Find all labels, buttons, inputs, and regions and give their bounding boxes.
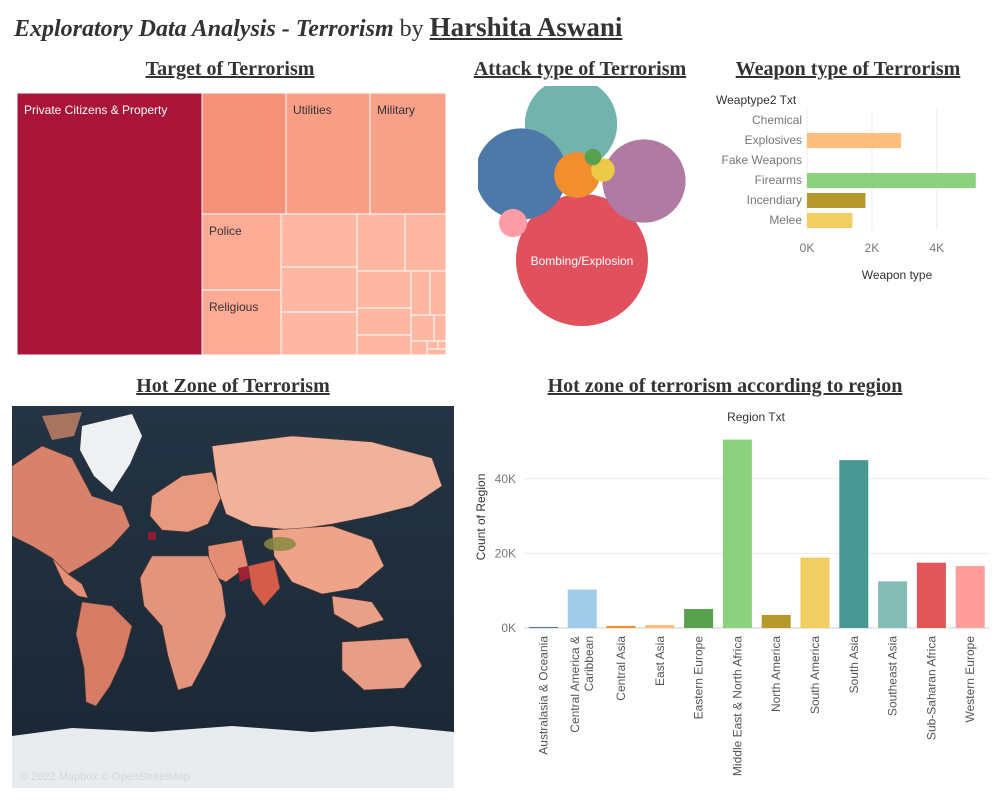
title-author: Harshita Aswani — [429, 12, 623, 42]
attack-bubble-chart[interactable]: Bombing/Explosion — [478, 86, 690, 330]
target-section-title: Target of Terrorism — [145, 58, 315, 80]
region-category-label: Eastern Europe — [692, 636, 706, 720]
central-america — [51, 557, 89, 599]
weapon-section-title: Weapon type of Terrorism — [735, 58, 961, 80]
weapon-legend-header: Weaptype2 Txt — [716, 93, 797, 107]
region-y-tick: 0K — [501, 621, 516, 635]
weapon-bar[interactable] — [807, 133, 902, 148]
treemap-tile[interactable] — [17, 93, 203, 355]
region-bar[interactable] — [528, 626, 558, 628]
region-bar[interactable] — [722, 439, 752, 628]
region-y-axis-label: Count of Region — [474, 474, 488, 561]
target-treemap[interactable]: Private Citizens & Property Utilities Mili… — [17, 93, 446, 355]
southeast-asia — [331, 595, 385, 629]
region-bar[interactable] — [878, 581, 908, 628]
north-america — [12, 445, 131, 575]
dashboard-title: Exploratory Data Analysis - Terrorism by… — [14, 12, 622, 43]
attack-bubble[interactable] — [516, 194, 648, 326]
arctic-islands — [42, 412, 82, 440]
hotzone-section-title: Hot Zone of Terrorism — [136, 375, 330, 397]
treemap-small-tiles[interactable] — [280, 213, 446, 355]
attack-bubble[interactable] — [478, 128, 567, 220]
weapon-bar[interactable] — [807, 213, 853, 228]
antarctica — [12, 726, 454, 788]
hot-zone-map[interactable]: © 2022 Mapbox © OpenStreetMap — [12, 406, 454, 788]
region-bar[interactable] — [761, 614, 791, 628]
region-bar[interactable] — [839, 460, 869, 628]
region-bar[interactable] — [606, 625, 636, 628]
hotspot-western-europe — [148, 532, 156, 540]
region-category-label: Australasia & Oceania — [536, 636, 550, 755]
weapon-x-tick: 2K — [865, 241, 880, 255]
region-category-label: Central Asia — [614, 636, 628, 701]
region-bar[interactable] — [800, 557, 830, 628]
weapon-category-label: Melee — [769, 213, 802, 227]
treemap-label: Military — [377, 103, 415, 117]
region-category-label: Central America & — [568, 636, 582, 733]
greenland — [80, 414, 142, 492]
region-bar-chart[interactable]: Region Txt 0K 20K 40K Count of Region Austral… — [470, 404, 990, 796]
south-asia — [247, 559, 281, 607]
weapon-x-tick: 0K — [800, 241, 815, 255]
weapon-bar-chart[interactable]: Weaptype2 Txt 0K 2K 4K Chemical Explosives Fak… — [700, 88, 990, 288]
title-italic: Exploratory Data Analysis - Terrorism — [14, 16, 394, 42]
weapon-category-label: Incendiary — [747, 193, 802, 207]
treemap-label: Utilities — [293, 103, 332, 117]
weapon-category-label: Firearms — [755, 173, 802, 187]
bubble-label: Bombing/Explosion — [531, 254, 634, 268]
attack-section-title: Attack type of Terrorism — [473, 58, 687, 80]
title-by: by — [393, 16, 430, 42]
attack-bubble[interactable] — [498, 208, 528, 238]
region-section-title: Hot zone of terrorism according to regio… — [547, 375, 903, 397]
region-bar[interactable] — [684, 608, 714, 628]
weapon-category-label: Chemical — [752, 113, 802, 127]
attack-bubble[interactable] — [584, 148, 602, 166]
weapon-bar[interactable] — [807, 193, 866, 208]
region-bar[interactable] — [916, 562, 946, 628]
treemap-tile[interactable] — [285, 93, 371, 215]
region-category-label: Sub-Saharan Africa — [924, 636, 938, 740]
europe — [149, 471, 223, 533]
treemap-tile[interactable] — [369, 93, 446, 215]
region-y-tick: 20K — [495, 546, 516, 560]
region-category-label: North America — [769, 636, 783, 712]
region-bar[interactable] — [567, 589, 597, 628]
mongolia — [264, 537, 296, 551]
region-category-label: Middle East & North Africa — [730, 636, 744, 776]
treemap-label: Police — [209, 224, 242, 238]
africa — [139, 555, 227, 691]
south-america — [75, 601, 133, 707]
region-bar[interactable] — [645, 625, 675, 628]
russia — [211, 435, 443, 531]
weapon-x-axis-label: Weapon type — [862, 268, 933, 282]
region-bar[interactable] — [955, 566, 985, 628]
region-category-label: Caribbean — [582, 636, 596, 691]
treemap-label: Private Citizens & Property — [24, 103, 167, 117]
attack-bubble[interactable] — [602, 139, 686, 223]
region-y-tick: 40K — [495, 472, 516, 486]
treemap-label: Religious — [209, 300, 258, 314]
east-asia — [271, 525, 385, 595]
world-map[interactable] — [12, 406, 454, 788]
treemap-tile[interactable] — [201, 93, 287, 215]
treemap-tile[interactable] — [201, 289, 282, 355]
weapon-bar[interactable] — [807, 173, 976, 188]
region-category-label: South Asia — [847, 636, 861, 694]
map-credit: © 2022 Mapbox © OpenStreetMap — [20, 771, 190, 783]
region-legend-header: Region Txt — [727, 410, 785, 424]
weapon-category-label: Fake Weapons — [722, 153, 803, 167]
weapon-category-label: Explosives — [745, 133, 802, 147]
hotspot-iraq — [238, 566, 250, 582]
australia — [341, 637, 423, 691]
region-category-label: Western Europe — [963, 636, 977, 723]
region-category-label: East Asia — [653, 636, 667, 686]
weapon-x-tick: 4K — [929, 241, 944, 255]
region-category-label: Southeast Asia — [886, 636, 900, 716]
region-category-label: South America — [808, 636, 822, 714]
